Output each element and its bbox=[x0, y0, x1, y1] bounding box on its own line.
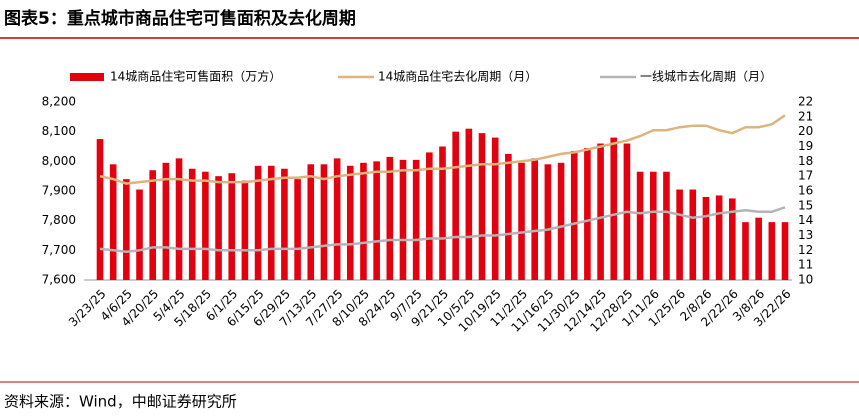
bar bbox=[426, 152, 433, 280]
bar bbox=[663, 171, 670, 280]
y2-tick-label: 16 bbox=[798, 184, 813, 198]
bar bbox=[360, 162, 367, 280]
bar bbox=[715, 195, 723, 280]
bar bbox=[399, 159, 407, 280]
bar bbox=[136, 189, 143, 280]
y-tick-label: 7,600 bbox=[42, 273, 76, 287]
x-tick-label: 3/23/25 bbox=[66, 287, 109, 330]
bar bbox=[518, 162, 525, 280]
bar bbox=[188, 168, 196, 280]
legend-swatch bbox=[70, 73, 104, 81]
y2-tick-label: 11 bbox=[798, 258, 813, 272]
bar bbox=[228, 173, 236, 280]
bar bbox=[610, 137, 618, 280]
bar bbox=[689, 189, 697, 280]
y2-tick-label: 22 bbox=[798, 95, 813, 109]
bar bbox=[570, 150, 578, 280]
chart-title: 图表5：重点城市商品住宅可售面积及去化周期 bbox=[4, 8, 356, 29]
bar bbox=[597, 143, 604, 280]
y2-tick-label: 21 bbox=[798, 109, 813, 123]
bar bbox=[386, 156, 394, 280]
legend-label: 一线城市去化周期（月） bbox=[640, 69, 772, 84]
y2-tick-label: 15 bbox=[798, 198, 813, 212]
bar bbox=[439, 146, 446, 280]
bar bbox=[373, 161, 380, 280]
bar bbox=[96, 139, 104, 280]
bar bbox=[636, 171, 644, 280]
bar bbox=[320, 164, 328, 280]
bar bbox=[742, 222, 749, 280]
bar bbox=[649, 171, 657, 280]
bar bbox=[162, 162, 170, 280]
y2-tick-label: 18 bbox=[798, 154, 813, 168]
bar bbox=[531, 158, 539, 280]
bar bbox=[294, 179, 301, 280]
bar bbox=[465, 128, 473, 280]
legend-label: 14城商品住宅去化周期（月） bbox=[378, 69, 537, 84]
bar bbox=[254, 165, 262, 280]
y-tick-label: 7,900 bbox=[42, 184, 76, 198]
bar bbox=[149, 170, 156, 280]
y-tick-label: 7,800 bbox=[42, 213, 76, 227]
line bbox=[99, 206, 786, 254]
line bbox=[99, 114, 786, 185]
bar bbox=[781, 222, 789, 280]
source-note: 资料来源：Wind，中邮证券研究所 bbox=[4, 393, 237, 411]
bar bbox=[346, 165, 354, 280]
bar bbox=[755, 217, 762, 280]
bar bbox=[702, 196, 710, 280]
y2-tick-label: 17 bbox=[798, 169, 813, 183]
bar bbox=[505, 153, 512, 280]
y2-tick-label: 10 bbox=[798, 273, 813, 287]
y-tick-label: 8,100 bbox=[42, 124, 76, 138]
bar bbox=[557, 162, 565, 280]
bar bbox=[452, 131, 459, 280]
bar bbox=[584, 147, 591, 280]
bar bbox=[307, 164, 315, 280]
bar bbox=[215, 176, 222, 280]
bar bbox=[202, 171, 209, 280]
bar bbox=[478, 133, 486, 280]
bar bbox=[281, 168, 288, 280]
bar bbox=[333, 158, 341, 280]
y2-tick-label: 12 bbox=[798, 243, 813, 257]
y2-tick-label: 20 bbox=[798, 124, 813, 138]
bar bbox=[123, 179, 130, 280]
bar bbox=[267, 165, 275, 280]
bar bbox=[241, 180, 249, 280]
y-tick-label: 8,200 bbox=[42, 95, 76, 109]
bar bbox=[768, 222, 776, 280]
y2-tick-label: 14 bbox=[798, 213, 813, 227]
bar bbox=[412, 159, 420, 280]
bar bbox=[491, 137, 499, 280]
y-tick-label: 7,700 bbox=[42, 243, 76, 257]
bar bbox=[544, 164, 552, 280]
y2-tick-label: 19 bbox=[798, 139, 813, 153]
bar bbox=[109, 164, 117, 280]
legend-label: 14城商品住宅可售面积（万方） bbox=[110, 69, 281, 84]
bar bbox=[729, 198, 736, 280]
y2-tick-label: 13 bbox=[798, 228, 813, 242]
bar bbox=[676, 189, 683, 280]
bar bbox=[175, 158, 183, 280]
y-tick-label: 8,000 bbox=[42, 154, 76, 168]
